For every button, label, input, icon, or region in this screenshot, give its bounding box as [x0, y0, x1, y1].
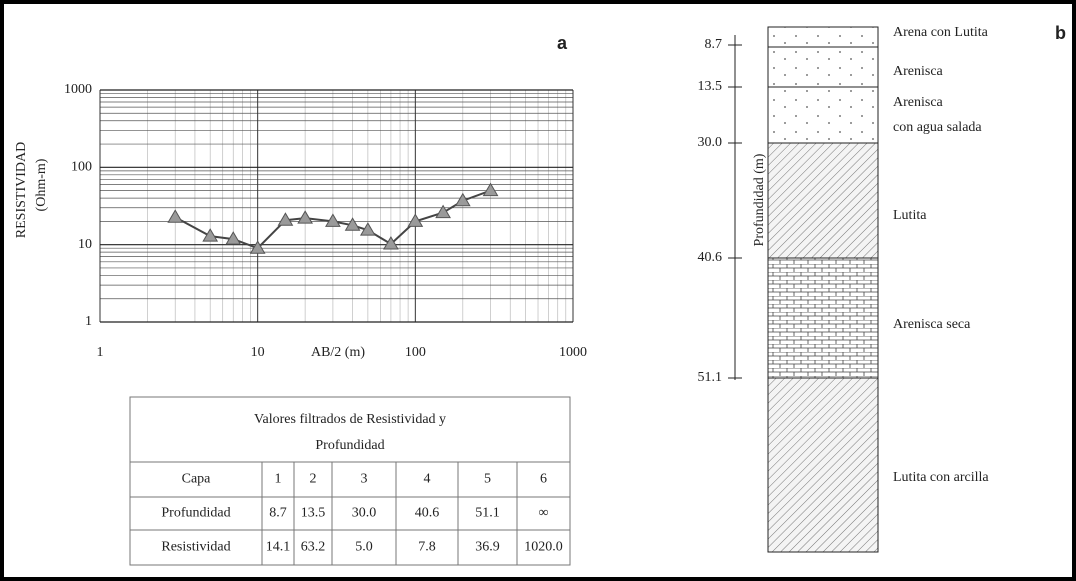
- x-tick-label: 100: [405, 345, 426, 360]
- layer: [767, 257, 879, 379]
- depth-label: 40.6: [698, 250, 723, 265]
- layer: [767, 142, 879, 259]
- marker: [225, 231, 242, 245]
- table-cell: Resistividad: [161, 540, 230, 555]
- y-tick-label: 10: [78, 237, 92, 252]
- layer: [767, 46, 879, 88]
- layer-label: Lutita con arcilla: [893, 470, 989, 485]
- table-cell: 13.5: [301, 506, 326, 521]
- table-cell: 30.0: [352, 506, 377, 521]
- table-title: Valores filtrados de Resistividad y Profu…: [254, 412, 446, 453]
- table-cell: 51.1: [475, 506, 500, 521]
- table-cell: 5.0: [355, 540, 373, 555]
- table-cell: 7.8: [418, 540, 436, 555]
- table-cell: 4: [424, 472, 431, 487]
- table-cell: 63.2: [301, 540, 326, 555]
- marker: [482, 182, 499, 197]
- table-cell: 2: [310, 472, 317, 487]
- y-axis-unit: (Ohm-m): [34, 158, 49, 211]
- table-cell: Capa: [182, 472, 212, 487]
- marker: [277, 212, 294, 226]
- marker: [167, 209, 184, 223]
- table-cell: 36.9: [475, 540, 500, 555]
- table-cell: 40.6: [415, 506, 440, 521]
- marker: [383, 236, 399, 250]
- marker: [249, 240, 266, 254]
- table-cell: 8.7: [269, 506, 287, 521]
- x-tick-label: 10: [251, 345, 265, 360]
- column-axis-label: Profundidad (m): [752, 153, 767, 246]
- x-tick-label: 1: [97, 345, 104, 360]
- marker: [407, 213, 424, 227]
- marker: [202, 228, 219, 242]
- layer-label: Lutita: [893, 208, 927, 223]
- x-tick-label: 1000: [559, 345, 587, 360]
- table-cell: 6: [540, 472, 547, 487]
- layer-label: Arenisca: [893, 64, 944, 79]
- depth-label: 30.0: [698, 135, 723, 150]
- y-tick-label: 100: [71, 160, 92, 175]
- table-cell: 14.1: [266, 540, 291, 555]
- panel-label: a: [557, 33, 568, 53]
- layer-label: Arenisca: [893, 95, 944, 110]
- y-axis-label: RESISTIVIDAD: [14, 142, 29, 238]
- layer: [767, 26, 879, 48]
- table-cell: 5: [484, 472, 491, 487]
- depth-label: 13.5: [698, 79, 723, 94]
- table-cell: ∞: [539, 506, 549, 521]
- marker: [297, 210, 313, 224]
- table-cell: 1: [275, 472, 282, 487]
- y-tick-label: 1: [85, 314, 92, 329]
- layer: [767, 377, 879, 553]
- layer-label: con agua salada: [893, 120, 982, 135]
- table-cell: 1020.0: [524, 540, 563, 555]
- x-axis-label: AB/2 (m): [311, 345, 365, 360]
- depth-label: 8.7: [705, 37, 723, 52]
- marker: [325, 213, 341, 227]
- layer: [767, 86, 879, 144]
- table-cell: 3: [361, 472, 368, 487]
- marker: [344, 217, 361, 231]
- table-cell: Profundidad: [161, 506, 230, 521]
- y-tick-label: 1000: [64, 82, 92, 97]
- layer-label: Arenisca seca: [893, 317, 971, 332]
- depth-label: 51.1: [698, 370, 723, 385]
- panel-label: b: [1055, 23, 1066, 43]
- layer-label: Arena con Lutita: [893, 25, 989, 40]
- marker: [360, 222, 376, 236]
- marker: [454, 192, 471, 207]
- marker: [435, 204, 451, 219]
- table-frame: [129, 396, 571, 566]
